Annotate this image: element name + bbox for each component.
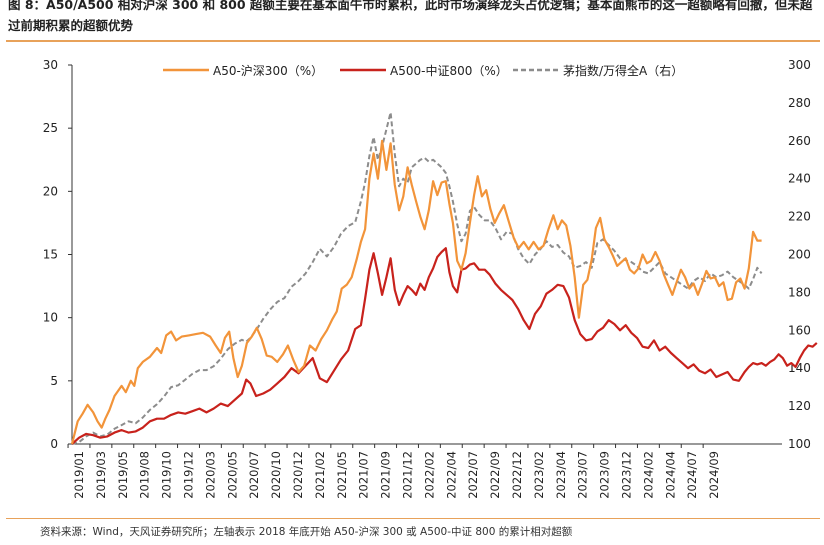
y-left-tick-label: 5: [50, 374, 58, 388]
x-tick-label: 2024/04: [663, 451, 677, 499]
x-tick-label: 2022/04: [444, 451, 458, 499]
x-tick-label: 2021/09: [379, 451, 393, 499]
x-tick-label: 2020/07: [247, 451, 261, 499]
x-tick-label: 2021/02: [313, 451, 327, 499]
x-tick-label: 2024/02: [641, 451, 655, 499]
x-tick-label: 2022/12: [510, 451, 524, 499]
x-tick-label: 2019/03: [94, 451, 108, 499]
series-line-1: [71, 247, 818, 445]
legend-label-0: A50-沪深300（%）: [213, 64, 323, 78]
x-tick-label: 2021/07: [357, 451, 371, 499]
y-left-tick-label: 15: [43, 248, 58, 262]
y-right-tick-label: 100: [788, 437, 811, 451]
y-right-tick-label: 220: [788, 210, 811, 224]
x-tick-label: 2019/10: [160, 451, 174, 499]
x-tick-label: 2023/09: [598, 451, 612, 499]
footer-divider: [6, 518, 820, 519]
x-tick-label: 2019/08: [138, 451, 152, 499]
x-tick-label: 2024/09: [707, 451, 721, 499]
x-tick-label: 2020/10: [269, 451, 283, 499]
series-line-2: [71, 111, 763, 445]
y-right-tick-label: 200: [788, 248, 811, 262]
x-tick-label: 2021/05: [335, 451, 349, 499]
figure-title: 图 8：A50/A500 相对沪深 300 和 800 超额主要在基本面牛市时累…: [8, 0, 813, 33]
y-left-tick-label: 30: [43, 58, 58, 72]
legend-label-1: A500-中证800（%）: [390, 63, 508, 78]
x-tick-label: 2023/12: [620, 451, 634, 499]
x-tick-label: 2023/07: [576, 451, 590, 499]
y-right-tick-label: 240: [788, 172, 811, 186]
x-tick-label: 2019/12: [182, 451, 196, 499]
y-right-tick-label: 280: [788, 96, 811, 110]
x-tick-label: 2023/04: [554, 451, 568, 499]
series-line-0: [70, 139, 762, 445]
y-left-tick-label: 10: [43, 311, 58, 325]
x-tick-label: 2020/12: [291, 451, 305, 499]
x-tick-label: 2022/07: [466, 451, 480, 499]
x-tick-label: 2020/05: [225, 451, 239, 499]
x-tick-label: 2021/12: [401, 451, 415, 499]
y-right-tick-label: 180: [788, 285, 811, 299]
x-tick-label: 2020/03: [203, 451, 217, 499]
chart-legend: A50-沪深300（%） A500-中证800（%） 茅指数/万得全A（右）: [163, 63, 683, 78]
y-left-tick-label: 20: [43, 184, 58, 198]
x-tick-label: 2022/09: [488, 451, 502, 499]
chart-axes: 0510152025301001201401601802002202402602…: [43, 58, 811, 499]
x-tick-label: 2019/05: [116, 451, 130, 499]
chart-series-lines: [70, 111, 818, 445]
y-right-tick-label: 260: [788, 134, 811, 148]
y-right-tick-label: 120: [788, 399, 811, 413]
x-tick-label: 2022/02: [422, 451, 436, 499]
title-divider: [6, 40, 820, 42]
y-right-tick-label: 160: [788, 323, 811, 337]
x-tick-label: 2024/07: [685, 451, 699, 499]
legend-label-2: 茅指数/万得全A（右）: [563, 63, 683, 78]
y-left-tick-label: 25: [43, 121, 58, 135]
source-note: 资料来源：Wind，天风证券研究所；左轴表示 2018 年底开始 A50-沪深 …: [40, 526, 573, 538]
y-left-tick-label: 0: [50, 437, 58, 451]
x-tick-label: 2023/02: [532, 451, 546, 499]
x-tick-label: 2019/01: [72, 451, 86, 499]
y-right-tick-label: 300: [788, 58, 811, 72]
